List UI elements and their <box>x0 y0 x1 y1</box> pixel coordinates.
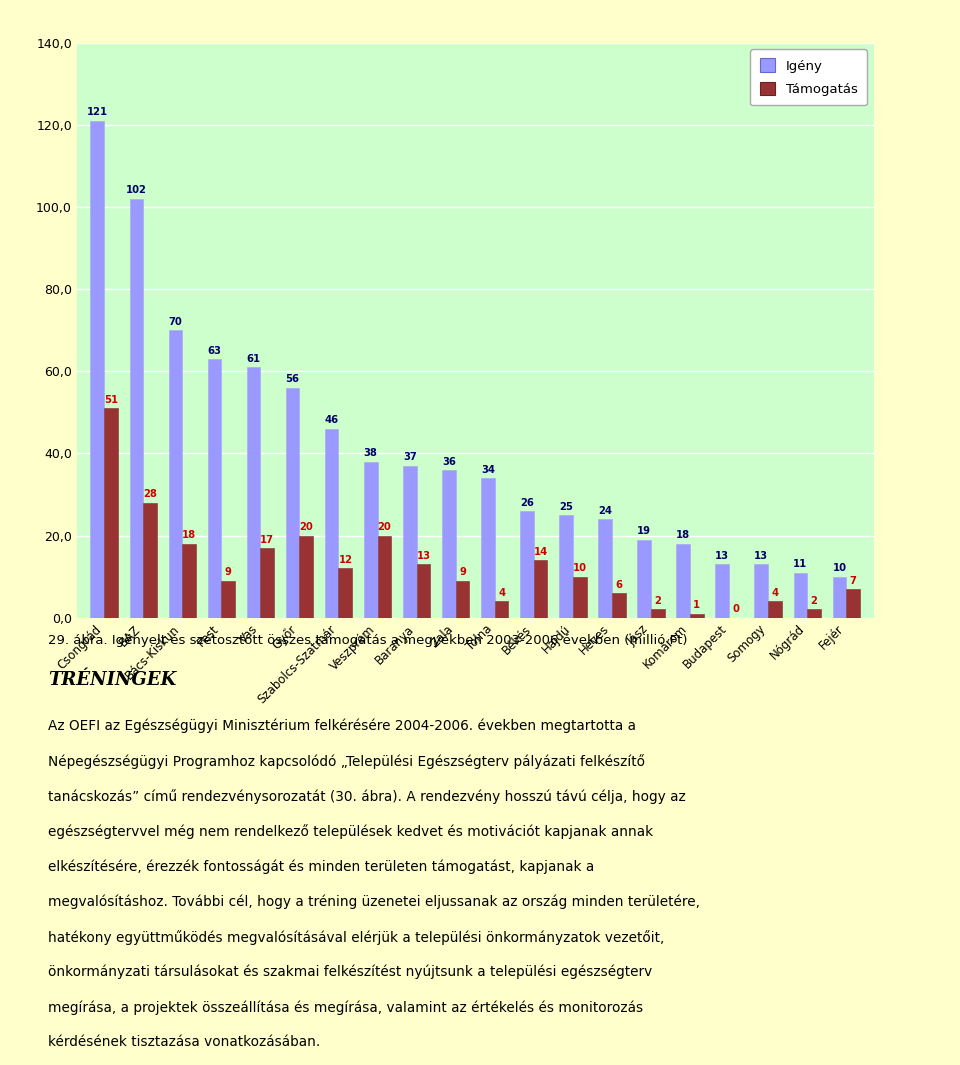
Bar <box>768 602 781 618</box>
Bar <box>651 609 664 618</box>
Text: 13: 13 <box>417 551 430 561</box>
Text: 18: 18 <box>182 530 196 540</box>
Bar <box>324 429 339 618</box>
Text: 121: 121 <box>86 108 108 117</box>
Bar <box>612 593 626 618</box>
Bar <box>222 580 235 618</box>
Text: 7: 7 <box>850 576 856 586</box>
Bar <box>520 511 534 618</box>
Bar <box>143 503 156 618</box>
Text: 51: 51 <box>104 395 118 405</box>
Text: 9: 9 <box>225 568 231 577</box>
Text: 1: 1 <box>693 601 701 610</box>
Text: 9: 9 <box>459 568 466 577</box>
Bar <box>130 199 143 618</box>
Bar <box>417 564 430 618</box>
Text: 17: 17 <box>260 535 275 544</box>
Legend: Igény, Támogatás: Igény, Támogatás <box>751 49 867 105</box>
Bar <box>169 330 182 618</box>
Bar <box>637 540 651 618</box>
Bar <box>755 564 768 618</box>
Bar <box>339 569 352 618</box>
Text: 70: 70 <box>169 317 182 327</box>
Bar <box>677 544 690 618</box>
Bar <box>364 461 377 618</box>
Text: megírása, a projektek összeállítása és megírása, valamint az értékelés és monito: megírása, a projektek összeállítása és m… <box>48 1000 643 1015</box>
Bar <box>494 602 509 618</box>
Bar <box>690 613 704 618</box>
Text: 4: 4 <box>498 588 505 597</box>
Bar <box>90 120 104 618</box>
Text: 6: 6 <box>615 579 622 590</box>
Bar <box>182 544 196 618</box>
Bar <box>847 589 860 618</box>
Text: 10: 10 <box>832 563 847 573</box>
Bar <box>715 564 729 618</box>
Text: kérdésének tisztazása vonatkozásában.: kérdésének tisztazása vonatkozásában. <box>48 1035 321 1049</box>
Bar <box>260 547 274 618</box>
Text: hatékony együttműködés megvalósításával elérjük a települési önkormányzatok veze: hatékony együttműködés megvalósításával … <box>48 930 664 945</box>
Bar <box>807 609 821 618</box>
Bar <box>247 367 260 618</box>
Bar <box>286 388 300 618</box>
Text: egészségtervvel még nem rendelkező települések kedvet és motivációt kapjanak ann: egészségtervvel még nem rendelkező telep… <box>48 824 653 839</box>
Bar <box>832 576 847 618</box>
Text: 13: 13 <box>715 551 730 561</box>
Text: 19: 19 <box>637 526 651 537</box>
Bar <box>104 408 118 618</box>
Bar <box>377 536 392 618</box>
Text: 18: 18 <box>676 530 690 540</box>
Text: 34: 34 <box>481 464 495 475</box>
Text: TRÉNINGEK: TRÉNINGEK <box>48 671 177 689</box>
Bar <box>456 580 469 618</box>
Text: 46: 46 <box>324 415 339 425</box>
Bar <box>598 519 612 618</box>
Text: 36: 36 <box>442 457 456 466</box>
Text: 102: 102 <box>126 185 147 195</box>
Text: 20: 20 <box>300 522 313 532</box>
Text: 0: 0 <box>732 605 739 615</box>
Text: Népegészségügyi Programhoz kapcsolódó „Települési Egészségterv pályázati felkész: Népegészségügyi Programhoz kapcsolódó „T… <box>48 754 645 769</box>
Text: 4: 4 <box>772 588 779 597</box>
Text: önkormányzati társulásokat és szakmai felkészítést nyújtsunk a települési egészs: önkormányzati társulásokat és szakmai fe… <box>48 965 652 980</box>
Bar <box>794 573 807 618</box>
Text: 11: 11 <box>793 559 807 569</box>
Text: megvalósításhoz. További cél, hogy a tréning üzenetei eljussanak az ország minde: megvalósításhoz. További cél, hogy a tré… <box>48 895 700 910</box>
Text: 28: 28 <box>143 490 157 499</box>
Text: 26: 26 <box>520 497 534 508</box>
Text: 2: 2 <box>655 596 661 606</box>
Bar <box>300 536 313 618</box>
Bar <box>534 560 547 618</box>
Bar <box>403 465 417 618</box>
Bar <box>559 515 573 618</box>
Text: tanácskozás” című rendezvénysorozatát (30. ábra). A rendezvény hosszú távú célja: tanácskozás” című rendezvénysorozatát (3… <box>48 789 685 804</box>
Text: 38: 38 <box>364 448 377 458</box>
Bar <box>207 359 222 618</box>
Text: 24: 24 <box>598 506 612 515</box>
Text: 2: 2 <box>810 596 818 606</box>
Text: 37: 37 <box>403 453 417 462</box>
Text: 63: 63 <box>207 346 222 356</box>
Text: 13: 13 <box>755 551 768 561</box>
Bar <box>442 470 456 618</box>
Text: 29. ábra. Igényelt és szétosztott összes támogatás a megyékben 2003-2006 években: 29. ábra. Igényelt és szétosztott összes… <box>48 634 687 646</box>
Text: 56: 56 <box>286 375 300 384</box>
Text: 20: 20 <box>377 522 392 532</box>
Text: elkészítésére, érezzék fontosságát és minden területen támogatást, kapjanak a: elkészítésére, érezzék fontosságát és mi… <box>48 859 594 874</box>
Bar <box>481 478 494 618</box>
Bar <box>573 576 587 618</box>
Text: 12: 12 <box>338 555 352 566</box>
Text: 61: 61 <box>247 354 260 364</box>
Text: 25: 25 <box>559 502 573 511</box>
Text: Az OEFI az Egészségügyi Minisztérium felkérésére 2004-2006. években megtartotta : Az OEFI az Egészségügyi Minisztérium fel… <box>48 719 636 734</box>
Text: 14: 14 <box>534 547 548 557</box>
Text: 10: 10 <box>573 563 587 573</box>
